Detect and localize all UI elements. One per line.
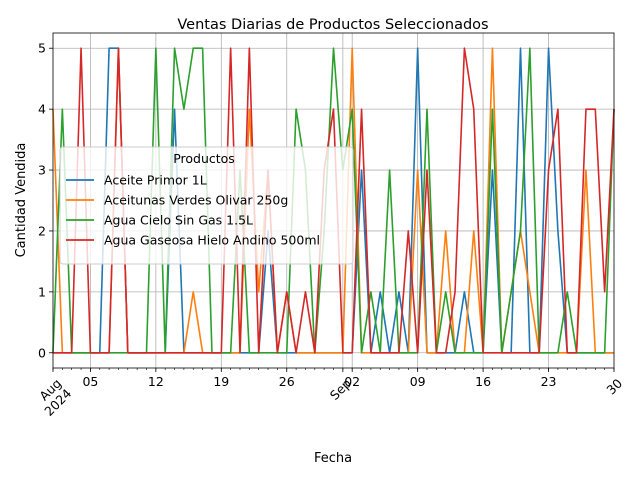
legend-item: Aceite Primor 1L (66, 173, 207, 188)
x-tick-label: 02 (344, 374, 360, 389)
legend-label: Agua Gaseosa Hielo Andino 500ml (104, 233, 320, 248)
series-layer (52, 47, 615, 354)
y-axis-ticks: 0 1 2 3 4 5 (38, 41, 53, 360)
y-tick-label: 1 (38, 284, 46, 299)
legend-label: Agua Cielo Sin Gas 1.5L (104, 213, 253, 228)
y-tick-label: 4 (38, 102, 46, 117)
legend-title: Productos (173, 151, 235, 166)
x-tick-label: 16 (475, 374, 491, 389)
legend: Productos Aceite Primor 1L Aceitunas Verd… (59, 146, 354, 265)
y-axis-label: Cantidad Vendida (14, 143, 29, 258)
legend-item: Agua Gaseosa Hielo Andino 500ml (66, 233, 320, 248)
legend-item: Agua Cielo Sin Gas 1.5L (66, 213, 253, 228)
x-tick-label: 23 (541, 374, 557, 389)
x-tick-label: 12 (148, 374, 164, 389)
x-tick-label: 05 (82, 374, 98, 389)
x-tick-label: 19 (213, 374, 229, 389)
legend-item: Aceitunas Verdes Olivar 250g (66, 193, 288, 208)
y-tick-label: 2 (38, 223, 46, 238)
chart-title: Ventas Diarias de Productos Seleccionado… (177, 17, 488, 33)
y-tick-label: 5 (38, 41, 46, 56)
x-tick-label: 26 (279, 374, 295, 389)
legend-label: Aceitunas Verdes Olivar 250g (104, 193, 288, 208)
x-axis-label: Fecha (314, 451, 352, 466)
y-tick-label: 0 (38, 345, 46, 360)
x-tick-label: 09 (410, 374, 426, 389)
legend-label: Aceite Primor 1L (104, 173, 207, 188)
y-tick-label: 3 (38, 163, 46, 178)
legend-box (59, 146, 354, 265)
